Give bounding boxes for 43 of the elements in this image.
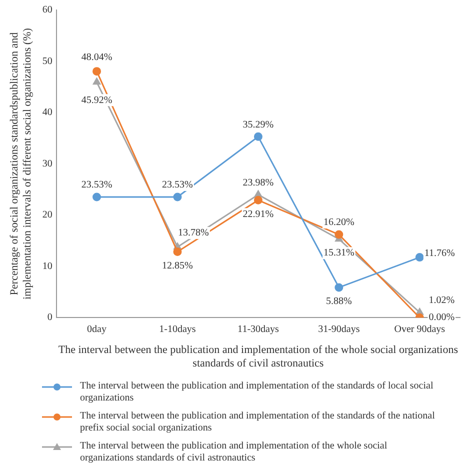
point [173, 247, 182, 256]
data-label: 45.92% [81, 94, 112, 106]
legend-label: The interval between the publication and implementation of the standards of the national prefix social social organizations [80, 410, 436, 434]
data-label: 1.02% [428, 294, 455, 306]
y-tick-label: 50 [42, 56, 52, 67]
point [92, 67, 102, 76]
data-label: 16.20% [324, 217, 354, 228]
data-label: 22.91% [242, 208, 274, 220]
x-tick-label: Over 90days [394, 324, 446, 336]
data-label: 5.88% [326, 296, 352, 308]
x-tick-label: 11-30days [238, 324, 279, 336]
point [334, 230, 344, 239]
point [92, 192, 102, 202]
y-tick-label: 20 [42, 210, 52, 221]
point [415, 253, 424, 262]
point [334, 283, 344, 292]
data-label: 13.78% [178, 228, 209, 239]
data-label: 15.31% [324, 248, 354, 259]
y-tick-label: 60 [42, 4, 52, 16]
data-label: 23.53% [162, 180, 193, 191]
point [92, 78, 101, 85]
y-tick-label: 40 [42, 107, 52, 118]
data-label: 48.04% [81, 52, 112, 63]
x-tick-label: 0day [87, 324, 106, 336]
x-axis-title: The interval between the publication and implementation of the whole social organizations standards of civil astronautics [58, 344, 458, 370]
y-tick-label: 30 [42, 158, 52, 170]
x-tick-label: 1-10days [159, 324, 196, 336]
y-axis-title: Percentage of social organizations standardspublication and implementation intervals of different social organizations (%) [8, 28, 34, 300]
data-label: 23.53% [81, 180, 112, 191]
data-label: 11.76% [424, 248, 455, 259]
x-tick-label: 31-90days [318, 324, 360, 336]
legend-label: The interval between the publication and implementation of the whole social organizations standards of civil astronautics [80, 440, 388, 464]
y-tick-label: 0 [47, 312, 52, 324]
point [254, 190, 262, 198]
data-label: 0.00% [428, 312, 455, 324]
point [173, 192, 182, 202]
point [254, 132, 262, 141]
data-label: 12.85% [162, 260, 193, 272]
point [254, 196, 262, 204]
data-label: 23.98% [242, 177, 274, 188]
legend-label: The interval between the publication and implementation of the standards of local social organizations [80, 380, 434, 404]
y-tick-label: 10 [42, 260, 52, 272]
data-label: 35.29% [242, 119, 274, 130]
